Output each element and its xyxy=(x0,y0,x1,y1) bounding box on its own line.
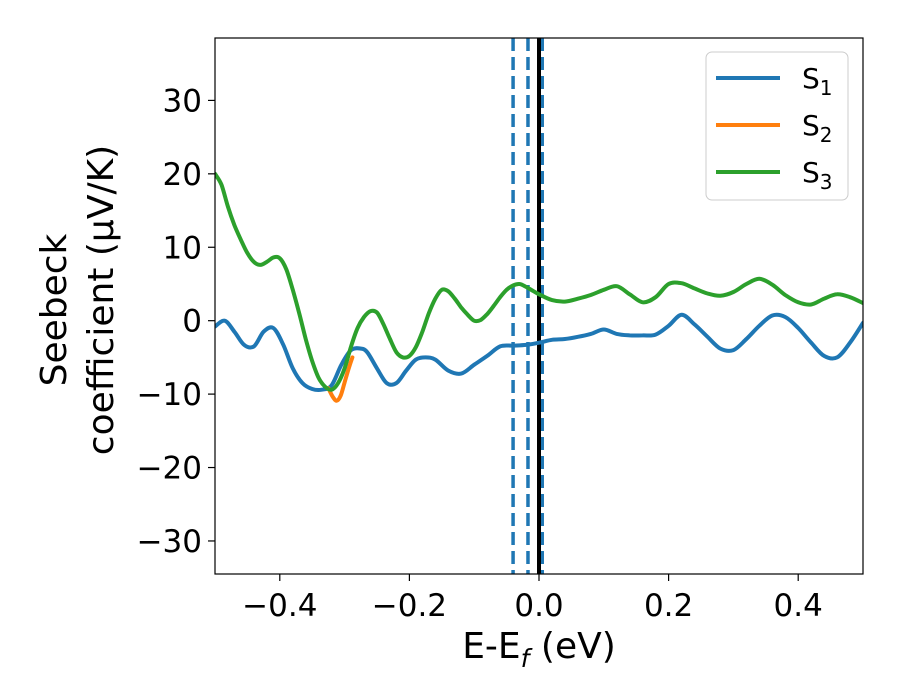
y-tick-label: −20 xyxy=(137,451,202,487)
x-tick-label: 0.0 xyxy=(514,588,563,624)
series-line-s1 xyxy=(215,312,863,393)
x-axis-title-unit: (eV) xyxy=(529,626,615,667)
legend-label-1: S1 xyxy=(802,62,833,100)
x-axis-title: E-Ef (eV) xyxy=(462,626,616,673)
x-tick-label: 0.2 xyxy=(644,588,693,624)
legend: S1 S2 S3 xyxy=(705,51,849,201)
y-tick-label: −30 xyxy=(137,524,202,560)
fermi-level-lines xyxy=(511,38,544,574)
series-line-s2 xyxy=(326,355,355,403)
data-series xyxy=(215,171,863,403)
legend-label-3: S3 xyxy=(802,156,833,194)
y-axis-title-line2: coefficient (μV/K) xyxy=(81,145,122,455)
x-axis-ticks: −0.4 −0.2 0.0 0.2 0.4 xyxy=(242,574,823,624)
y-tick-label: 10 xyxy=(163,230,202,266)
series-line-s3 xyxy=(215,171,863,392)
y-axis-title-line1: Seebeck xyxy=(34,233,75,386)
y-tick-label: 30 xyxy=(163,83,202,119)
y-tick-label: 0 xyxy=(182,304,202,340)
y-tick-label: −10 xyxy=(137,377,202,413)
x-tick-label: −0.4 xyxy=(242,588,317,624)
y-axis-ticks: −30 −20 −10 0 10 20 30 xyxy=(137,83,215,560)
legend-label-2: S2 xyxy=(802,109,833,147)
x-tick-label: −0.2 xyxy=(372,588,447,624)
y-tick-label: 20 xyxy=(163,157,202,193)
x-tick-label: 0.4 xyxy=(774,588,823,624)
y-axis-title: Seebeck coefficient (μV/K) xyxy=(34,145,122,455)
